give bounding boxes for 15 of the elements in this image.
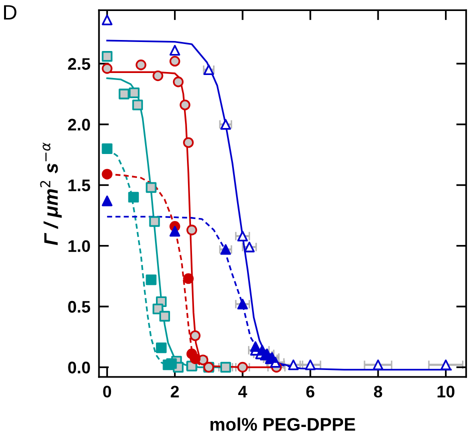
x-tick-label: 2 (170, 386, 179, 398)
y-axis-title: Γ / μm$^{2}$ s$^{−α}$ (40, 142, 62, 246)
y-tick-label: 0.5 (68, 300, 90, 313)
y-tick-label: 1.5 (68, 180, 90, 192)
x-tick-label: 10 (438, 386, 454, 398)
x-tick-label: 8 (374, 386, 382, 398)
x-tick-label: 0 (103, 386, 112, 398)
y-tick-label: 2.5 (68, 58, 90, 70)
y-tick-label: 2.0 (68, 118, 90, 131)
chart-title: D (4, 5, 16, 20)
x-axis-title: mol% PEG-DPPE (210, 417, 356, 431)
y-tick-label: 1.0 (68, 240, 90, 252)
x-tick-label: 6 (306, 386, 314, 398)
x-tick-label: 4 (238, 386, 248, 398)
y-tick-label: 0.0 (68, 362, 90, 374)
